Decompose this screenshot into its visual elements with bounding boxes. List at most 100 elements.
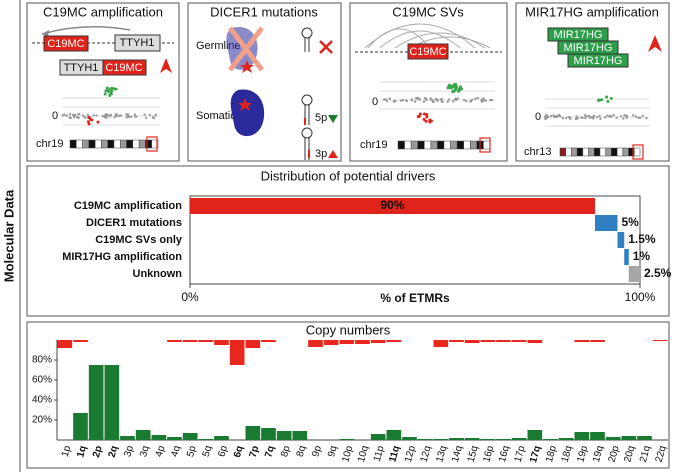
mini-dot [418, 112, 422, 116]
bar [652, 340, 668, 341]
bar [245, 426, 261, 440]
mini-dot [114, 87, 118, 91]
category-label: C19MC amplification [74, 200, 182, 212]
bar [433, 340, 449, 347]
arrow-head [42, 30, 49, 37]
y-tick-label: 20% [32, 415, 52, 426]
ideogram-band [69, 139, 77, 149]
mini-dot [480, 100, 484, 103]
sv-arcs [364, 23, 491, 49]
mini-dot [429, 97, 432, 100]
bar [73, 413, 88, 440]
ideogram-band [120, 139, 127, 149]
panel-dicer1-mutations: DICER1 mutations Germline Somatic 5p 3p [187, 2, 342, 162]
mini-dot [634, 115, 638, 118]
mini-dot [609, 96, 613, 100]
y-tick-label: 40% [32, 395, 52, 406]
x-tick-label: 2p [91, 445, 105, 459]
x-tick-label: 15q [466, 445, 481, 464]
bar [402, 437, 417, 440]
mini-dot [489, 98, 492, 102]
mini-dot [413, 100, 417, 103]
mini-dot [549, 114, 553, 118]
ideogram-band [404, 140, 412, 150]
mini-dot [154, 114, 157, 117]
chr-label: chr13 [524, 146, 552, 158]
side-label: Molecular Data [1, 189, 16, 282]
ideogram-band [107, 139, 115, 149]
mini-dot [105, 86, 109, 90]
mini-dot [476, 96, 480, 100]
ideogram-band [101, 139, 108, 149]
x-tick-label: 9q [326, 445, 340, 459]
ideogram-band [456, 140, 464, 150]
mini-dot [544, 117, 547, 121]
mirna-3p-label: 3p [315, 148, 327, 160]
mini-dot [622, 117, 625, 120]
x-tick-label: 3p [122, 444, 136, 458]
mini-dot [74, 113, 77, 117]
mini-dot [474, 97, 477, 100]
red-x [319, 40, 333, 54]
mini-dot [454, 97, 457, 100]
mini-dot [575, 115, 578, 118]
x-tick-label: 2q [107, 445, 121, 459]
ideogram-band [94, 139, 102, 149]
mini-dot [564, 116, 568, 120]
mini-dot [484, 99, 488, 102]
mini-dot [434, 97, 437, 101]
chart-title: Copy numbers [306, 322, 391, 337]
bar [370, 340, 386, 343]
mini-dot [456, 97, 460, 100]
mini-dot [585, 114, 588, 118]
category-label: MIR17HG amplification [62, 251, 182, 263]
ideogram-band [463, 140, 471, 150]
c19mc-box [102, 59, 147, 76]
bar [558, 438, 574, 440]
mini-dot [561, 116, 565, 120]
c19mc-box [407, 43, 449, 60]
mini-dot [416, 114, 420, 118]
x-tick-label: 6p [216, 444, 230, 458]
mini-dot [632, 114, 635, 117]
mini-dot [422, 100, 426, 103]
mini-dot [144, 116, 148, 120]
ideogram-band [594, 147, 601, 157]
mini-dot [385, 99, 389, 103]
mini-dot [143, 113, 146, 116]
mini-dot [574, 117, 578, 121]
x-tick-label: 17p [513, 444, 528, 463]
category-label: Unknown [133, 268, 183, 280]
zero-label: 0 [52, 110, 58, 122]
x-tick-label: 20q [622, 445, 637, 464]
mini-dot [596, 99, 600, 103]
ideogram-band [138, 139, 146, 149]
bar [73, 340, 88, 342]
mini-dot [615, 116, 618, 120]
bar [370, 434, 386, 440]
panel-frame [26, 2, 180, 162]
ideogram-band [424, 140, 432, 150]
mini-dot [451, 100, 455, 103]
x-tick-label: 9p [310, 444, 324, 458]
bar [57, 340, 73, 348]
mini-dot [425, 115, 429, 119]
bar [433, 439, 449, 440]
ideogram-band [611, 147, 618, 157]
ideogram-band [82, 139, 90, 149]
bar [214, 340, 229, 345]
cross [228, 26, 264, 72]
x-tick-label: 1p [60, 444, 74, 458]
mini-dot [440, 97, 443, 101]
bar [386, 340, 402, 342]
mini-dot [148, 113, 152, 117]
mini-dot [128, 115, 131, 119]
panel-frame [515, 2, 670, 162]
bar [590, 340, 605, 342]
mini-dot [405, 99, 408, 102]
bar [543, 439, 558, 440]
mini-dot [428, 118, 432, 122]
ideogram-band [559, 147, 566, 157]
ideogram-highlight [146, 136, 158, 152]
box-label: MIR17HG [574, 55, 623, 67]
